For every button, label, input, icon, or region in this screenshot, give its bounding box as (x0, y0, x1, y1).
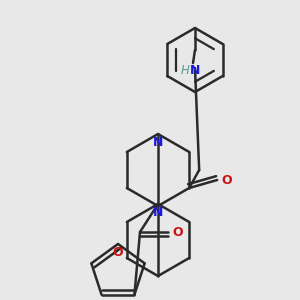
Text: O: O (113, 245, 123, 259)
Text: N: N (153, 136, 163, 148)
Text: N: N (190, 64, 200, 76)
Text: N: N (153, 206, 163, 218)
Text: H: H (181, 64, 189, 76)
Text: O: O (222, 173, 232, 187)
Text: O: O (173, 226, 183, 238)
